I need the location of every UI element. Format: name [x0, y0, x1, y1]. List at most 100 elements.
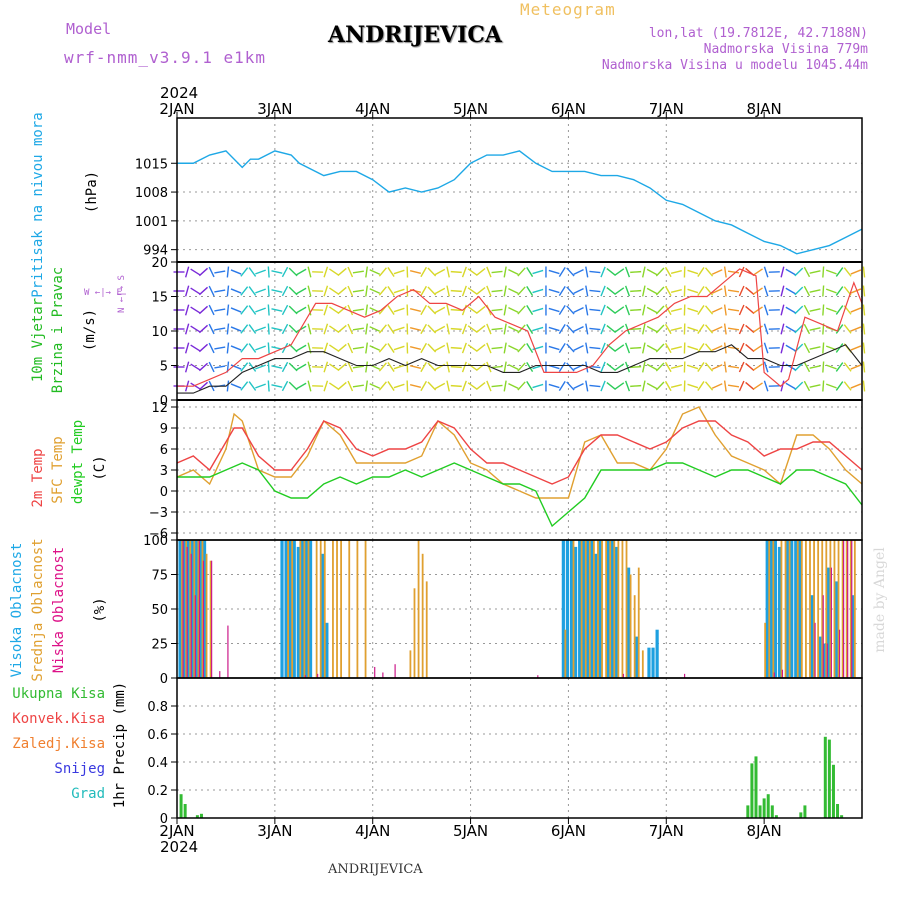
x-tick-label-bottom: 4JAN: [355, 822, 390, 840]
cloud-bar-mid: [364, 540, 367, 678]
wind-arrow: [347, 380, 354, 392]
wind-arrow: [785, 325, 796, 333]
wind-arrow: [387, 362, 395, 372]
wind-arrow: [655, 305, 665, 315]
footer-location: ANDRIJEVICA: [328, 862, 423, 877]
wind-arrow: [420, 323, 427, 335]
wind-arrow: [214, 270, 226, 274]
wind-arrow: [486, 285, 492, 297]
wind-arrow: [267, 323, 270, 335]
wind-arrow: [337, 267, 347, 277]
wind-arrow: [655, 286, 665, 296]
wind-arrow: [378, 267, 387, 277]
cloud-bar-high: [190, 540, 194, 678]
wind-arrow: [646, 363, 658, 371]
wind-arrow: [184, 285, 190, 297]
wind-arrow: [378, 343, 387, 353]
wind-arrow: [526, 323, 534, 335]
cloud-bar-mid: [625, 540, 628, 678]
wind-arrow: [606, 287, 616, 295]
wind-arrow: [446, 342, 450, 354]
wind-arrow: [427, 267, 437, 277]
wind-arrow: [753, 325, 763, 333]
y-tick-label: 15: [151, 291, 168, 306]
cloud-bar-mid: [307, 540, 310, 678]
wind-arrow: [809, 308, 821, 312]
wind-arrow: [387, 324, 395, 334]
wind-arrow: [420, 304, 427, 316]
wind-arrow: [503, 342, 507, 354]
wind-arrow: [753, 344, 763, 352]
wind-arrow: [785, 268, 796, 276]
wind-arrow: [641, 342, 646, 354]
wind-arrow: [624, 304, 631, 316]
wind-arrow: [296, 382, 307, 390]
wind-arrow: [240, 267, 249, 277]
cloud-bar-mid: [340, 540, 342, 678]
wind-arrow: [486, 266, 492, 278]
cloud-bar-mid: [800, 540, 803, 678]
wind-arrow: [393, 345, 405, 351]
wind-arrow: [835, 286, 844, 296]
wind-arrow: [271, 327, 283, 331]
wind-arrow: [704, 381, 714, 391]
wind-arrow: [307, 285, 312, 297]
wind-arrow: [434, 268, 446, 276]
wind-arrow: [862, 323, 866, 335]
cloud-bar-low: [382, 672, 384, 678]
wind-arrow: [566, 305, 575, 315]
precip-bar: [179, 794, 183, 818]
wind-arrow: [573, 382, 584, 390]
wind-arrow: [745, 324, 755, 334]
cloud-bar-mid: [336, 540, 338, 678]
wind-arrow: [267, 342, 270, 354]
wind-arrow: [763, 285, 769, 297]
wind-arrow: [446, 285, 450, 297]
wind-arrow: [785, 344, 796, 352]
y-tick-label: 0.8: [147, 700, 168, 715]
wind-arrow: [255, 288, 266, 294]
precip-bar: [799, 812, 803, 818]
elevation-text: Nadmorska Visina 779m: [703, 42, 868, 57]
wind-arrow: [393, 383, 405, 389]
wind-arrow: [585, 266, 589, 278]
wind-arrow: [198, 324, 209, 334]
precip-bar: [840, 815, 844, 818]
wind-arrow: [409, 364, 421, 370]
wind-arrow: [288, 381, 298, 391]
wind-arrow: [566, 267, 575, 277]
wind-arrow: [687, 345, 699, 351]
cloud-bar-high: [582, 540, 586, 678]
wind-arrow: [548, 383, 560, 389]
cloud-bar-mid: [613, 540, 616, 678]
wind-arrow: [240, 324, 249, 334]
y-tick-label: 5: [160, 360, 168, 375]
wind-arrow: [809, 365, 821, 369]
cloud-bar-mid: [821, 540, 824, 678]
cloud-bar-mid: [833, 540, 836, 678]
compass-we: W ←|→ E: [84, 288, 122, 298]
wind-arrow: [809, 327, 821, 331]
cloud-bar-high: [794, 540, 798, 678]
cloud-bar-high: [651, 647, 655, 678]
wind-arrow: [240, 381, 249, 391]
wind-arrow: [763, 304, 769, 316]
wind-arrow: [780, 266, 785, 278]
wind-arrow: [446, 380, 450, 392]
wind-arrow: [517, 381, 526, 391]
wind-arrow: [825, 288, 837, 294]
cloud-bar-mid: [837, 540, 840, 678]
cloud-bar-mid: [629, 574, 632, 678]
cloud-bar-mid: [817, 540, 820, 678]
cloud-bar-high: [777, 546, 782, 678]
wind-arrow: [255, 345, 266, 351]
wind-arrow: [646, 287, 658, 295]
wind-arrow: [491, 289, 503, 293]
wind-arrow: [328, 363, 339, 371]
wind-arrow: [641, 285, 646, 297]
wind-arrow: [393, 288, 405, 294]
wind-arrow: [503, 361, 507, 373]
wind-arrow: [347, 266, 354, 278]
wind-arrow: [589, 289, 601, 293]
